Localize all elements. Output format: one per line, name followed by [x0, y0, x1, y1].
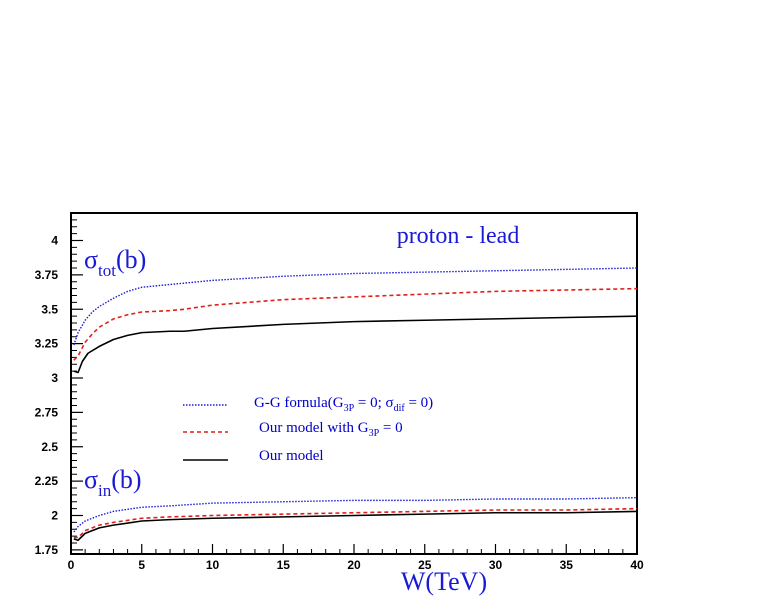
- y-tick-label: 4: [51, 234, 58, 248]
- y-tick-label: 2: [51, 509, 58, 523]
- plot-frame: [70, 212, 638, 555]
- y-tick-label: 1.75: [35, 543, 59, 557]
- legend-text-model: Our model: [259, 448, 324, 464]
- x-tick-label: 30: [489, 558, 503, 572]
- y-tick-label: 2.75: [35, 405, 59, 419]
- legend-g3p-sub1: 3P: [369, 428, 380, 439]
- x-tick-label: 20: [347, 558, 361, 572]
- y-tick-label: 2.5: [41, 440, 58, 454]
- legend-gg-post: = 0): [405, 395, 433, 411]
- series-sigma_tot-g3p: [73, 287, 638, 361]
- sigma-tot-symbol: σ: [84, 245, 98, 274]
- series-layer: [73, 267, 638, 542]
- x-axis-label: W(TeV): [401, 567, 487, 596]
- sigma-tot-label: σtot(b): [84, 245, 146, 280]
- sigma-in-symbol: σ: [84, 465, 98, 494]
- legend-g3p-pre: Our model with G: [259, 420, 369, 436]
- series-sigma_tot-model: [73, 315, 638, 374]
- legend-gg-sub2: dif: [394, 403, 406, 414]
- sigma-in-label: σin(b): [84, 465, 142, 500]
- legend: G-G fornula(G3P = 0; σdif = 0) Our model…: [183, 395, 433, 464]
- sigma-tot-subscript: tot: [98, 261, 116, 280]
- y-tick-label: 2.25: [35, 474, 59, 488]
- x-tick-label: 40: [630, 558, 644, 572]
- axes: 0 5 10 15 20 25 30 35 40 1.75 2 2.25 2.5 2.75 3 3.25 3.5…: [35, 212, 644, 572]
- legend-text-gg: G-G fornula(G3P = 0; σdif = 0): [254, 395, 433, 414]
- y-tick-label: 3.5: [41, 302, 58, 316]
- legend-gg-pre: G-G fornula(G: [254, 395, 344, 411]
- legend-gg-sub1: 3P: [344, 403, 355, 414]
- x-tick-label: 15: [277, 558, 291, 572]
- series-sigma_tot-gg: [73, 267, 638, 346]
- chart-title: proton - lead: [397, 223, 520, 249]
- y-tick-label: 3: [51, 371, 58, 385]
- legend-text-g3p: Our model with G3P = 0: [259, 420, 403, 439]
- x-tick-label: 25: [418, 558, 432, 572]
- legend-gg-mid: = 0; σ: [354, 395, 393, 411]
- series-sigma_in-model: [73, 510, 638, 542]
- sigma-in-suffix: (b): [111, 465, 141, 494]
- legend-g3p-mid: = 0: [379, 420, 402, 436]
- sigma-in-subscript: in: [98, 481, 112, 500]
- x-tick-label: 10: [206, 558, 220, 572]
- x-tick-label: 5: [138, 558, 145, 572]
- sigma-tot-suffix: (b): [116, 245, 146, 274]
- y-tick-label: 3.25: [35, 337, 59, 351]
- x-tick-label: 35: [560, 558, 574, 572]
- y-tick-label: 3.75: [35, 268, 59, 282]
- x-tick-label: 0: [68, 558, 75, 572]
- series-sigma_in-g3p: [73, 507, 638, 539]
- series-sigma_in-gg: [73, 496, 638, 533]
